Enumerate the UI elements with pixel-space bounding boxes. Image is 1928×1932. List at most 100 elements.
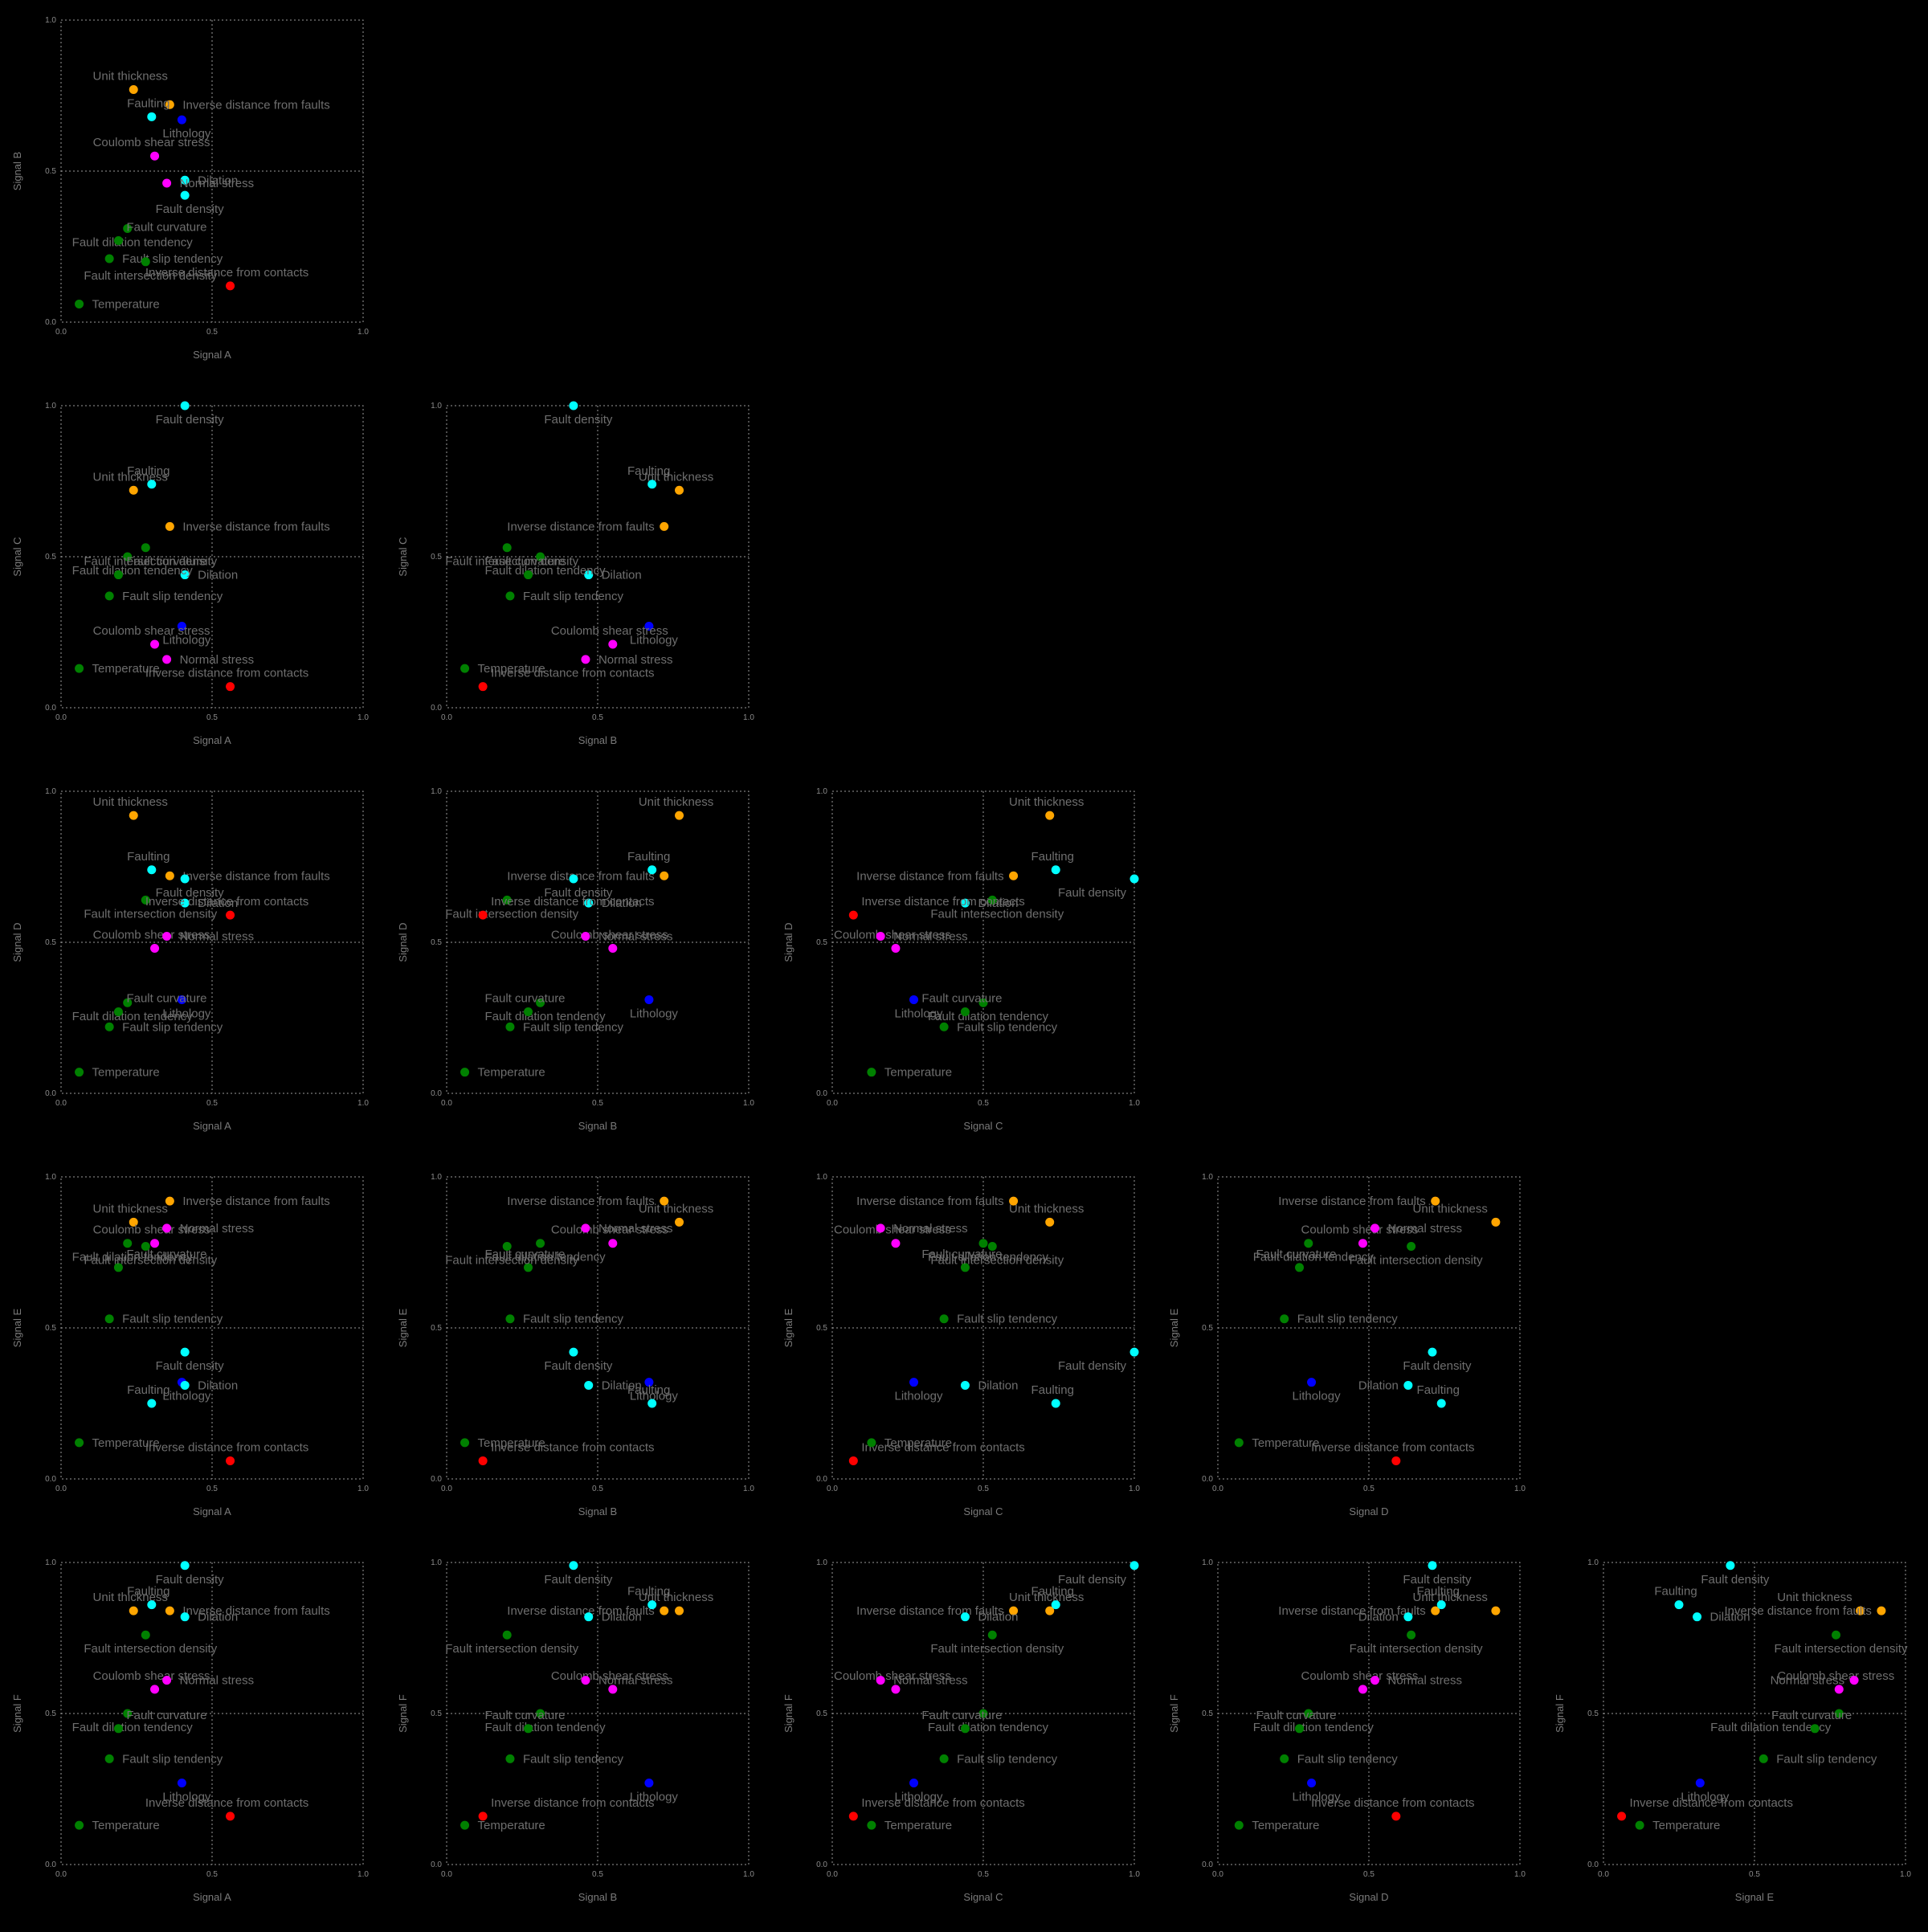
point-label-fault-slip-tendency: Fault slip tendency — [1776, 1752, 1877, 1766]
point-temperature — [460, 1820, 470, 1830]
point-normal-stress — [162, 931, 172, 941]
point-inverse-distance-from-faults — [1431, 1606, 1440, 1615]
point-coulomb-shear-stress — [150, 1239, 160, 1248]
point-label-inverse-distance-from-faults: Inverse distance from faults — [856, 1195, 1003, 1208]
point-inverse-distance-from-contacts — [226, 1812, 235, 1821]
point-label-lithology: Lithology — [894, 1790, 943, 1803]
point-unit-thickness — [1856, 1606, 1865, 1615]
point-label-fault-curvature: Fault curvature — [921, 1709, 1002, 1722]
point-fault-curvature — [1810, 1724, 1820, 1734]
y-tick-label: 0.0 — [1202, 1861, 1213, 1869]
x-tick-label: 1.0 — [743, 1485, 754, 1493]
point-temperature — [75, 1820, 84, 1830]
y-tick-label: 1.0 — [431, 1558, 442, 1567]
point-label-lithology: Lithology — [630, 1390, 679, 1403]
x-tick-label: 0.0 — [827, 1099, 838, 1108]
point-normal-stress — [1370, 1676, 1380, 1685]
point-label-lithology: Lithology — [1293, 1790, 1342, 1803]
point-label-inverse-distance-from-contacts: Inverse distance from contacts — [1311, 1796, 1474, 1810]
point-label-inverse-distance-from-faults: Inverse distance from faults — [182, 1195, 329, 1208]
point-inverse-distance-from-contacts — [478, 1812, 488, 1821]
point-fault-slip-tendency — [104, 1022, 114, 1031]
x-tick-label: 1.0 — [357, 1870, 369, 1879]
point-label-temperature: Temperature — [92, 1819, 160, 1832]
point-inverse-distance-from-faults — [165, 871, 174, 880]
point-temperature — [1234, 1820, 1244, 1830]
point-coulomb-shear-stress — [608, 1685, 618, 1694]
point-coulomb-shear-stress — [1834, 1685, 1844, 1694]
y-tick-label: 1.0 — [45, 787, 56, 796]
point-label-faulting: Faulting — [127, 1383, 170, 1397]
point-label-fault-dilation-tendency: Fault dilation tendency — [1253, 1251, 1375, 1264]
x-tick-label: 1.0 — [743, 1870, 754, 1879]
point-inverse-distance-from-faults — [660, 871, 669, 880]
point-coulomb-shear-stress — [608, 639, 618, 649]
y-axis-label: Signal C — [11, 537, 23, 576]
point-label-fault-dilation-tendency: Fault dilation tendency — [72, 1251, 194, 1264]
point-inverse-distance-from-faults — [660, 1196, 669, 1206]
point-fault-density — [180, 190, 190, 200]
point-label-fault-curvature: Fault curvature — [484, 1248, 565, 1261]
point-label-normal-stress: Normal stress — [1388, 1222, 1463, 1236]
point-label-normal-stress: Normal stress — [893, 1674, 968, 1688]
point-label-fault-density: Fault density — [156, 1573, 225, 1587]
point-faulting — [147, 1399, 157, 1408]
point-label-dilation: Dilation — [1358, 1379, 1399, 1392]
panel-signal-c-vs-signal-f: 0.00.0 0.5 0.5 1.0 1.0 Signal C Signal F Unit t… — [782, 1558, 1140, 1903]
y-tick-label: 0.0 — [816, 1861, 827, 1869]
point-lithology — [909, 995, 919, 1004]
point-fault-intersection-density — [141, 543, 150, 553]
point-label-fault-slip-tendency: Fault slip tendency — [957, 1313, 1058, 1326]
point-label-fault-intersection-density: Fault intersection density — [445, 555, 578, 569]
point-fault-curvature — [113, 1263, 123, 1272]
point-unit-thickness — [1491, 1217, 1501, 1227]
point-label-fault-density: Fault density — [156, 202, 225, 216]
point-fault-slip-tendency — [104, 1314, 114, 1324]
point-inverse-distance-from-contacts — [1391, 1456, 1401, 1465]
x-axis-label: Signal A — [193, 349, 231, 361]
point-label-faulting: Faulting — [627, 850, 670, 864]
point-label-dilation: Dilation — [198, 1379, 238, 1392]
point-dilation — [584, 570, 594, 580]
y-tick-label: 1.0 — [431, 402, 442, 410]
x-tick-label: 1.0 — [1514, 1870, 1526, 1879]
point-dilation — [180, 898, 190, 908]
y-axis-label: Signal C — [397, 537, 409, 576]
plot-frame — [60, 405, 364, 709]
point-label-inverse-distance-from-faults: Inverse distance from faults — [182, 869, 329, 883]
point-label-temperature: Temperature — [478, 1066, 545, 1080]
point-label-unit-thickness: Unit thickness — [639, 470, 713, 484]
point-label-fault-intersection-density: Fault intersection density — [445, 1642, 578, 1656]
y-axis-label: Signal D — [11, 922, 23, 962]
point-inverse-distance-from-faults — [165, 100, 174, 109]
panel-signal-b-vs-signal-d: 0.00.0 0.5 0.5 1.0 1.0 Signal B Signal D Unit t… — [397, 787, 754, 1132]
point-label-lithology: Lithology — [894, 1390, 943, 1403]
y-tick-label: 1.0 — [1587, 1558, 1599, 1567]
y-tick-label: 0.5 — [431, 938, 442, 947]
point-label-fault-density: Fault density — [1403, 1573, 1472, 1587]
point-label-faulting: Faulting — [627, 1383, 670, 1397]
y-tick-label: 0.5 — [431, 1324, 442, 1333]
point-coulomb-shear-stress — [150, 639, 160, 649]
point-label-fault-slip-tendency: Fault slip tendency — [122, 252, 223, 266]
panel-signal-b-vs-signal-c: 0.00.0 0.5 0.5 1.0 1.0 Signal B Signal C Unit t… — [397, 401, 754, 746]
point-unit-thickness — [129, 1217, 138, 1227]
point-label-fault-slip-tendency: Fault slip tendency — [122, 1752, 223, 1766]
point-label-fault-slip-tendency: Fault slip tendency — [957, 1752, 1058, 1766]
point-label-temperature: Temperature — [478, 1436, 545, 1450]
y-axis-label: Signal E — [11, 1308, 23, 1347]
point-label-inverse-distance-from-contacts: Inverse distance from contacts — [145, 667, 308, 680]
point-fault-intersection-density — [141, 1241, 150, 1251]
point-label-fault-dilation-tendency: Fault dilation tendency — [72, 1721, 194, 1734]
x-axis-label: Signal C — [963, 1891, 1003, 1903]
y-tick-label: 0.0 — [431, 1089, 442, 1098]
point-normal-stress — [581, 1223, 590, 1233]
panel-signal-c-vs-signal-e: 0.00.0 0.5 0.5 1.0 1.0 Signal C Signal E Unit t… — [782, 1173, 1140, 1517]
x-tick-label: 0.0 — [55, 1099, 67, 1108]
point-fault-dilation-tendency — [123, 552, 133, 562]
point-label-temperature: Temperature — [92, 1066, 160, 1080]
point-inverse-distance-from-faults — [165, 521, 174, 531]
point-fault-dilation-tendency — [978, 1239, 988, 1248]
point-label-fault-intersection-density: Fault intersection density — [84, 907, 217, 921]
point-label-fault-intersection-density: Fault intersection density — [1350, 1253, 1483, 1267]
